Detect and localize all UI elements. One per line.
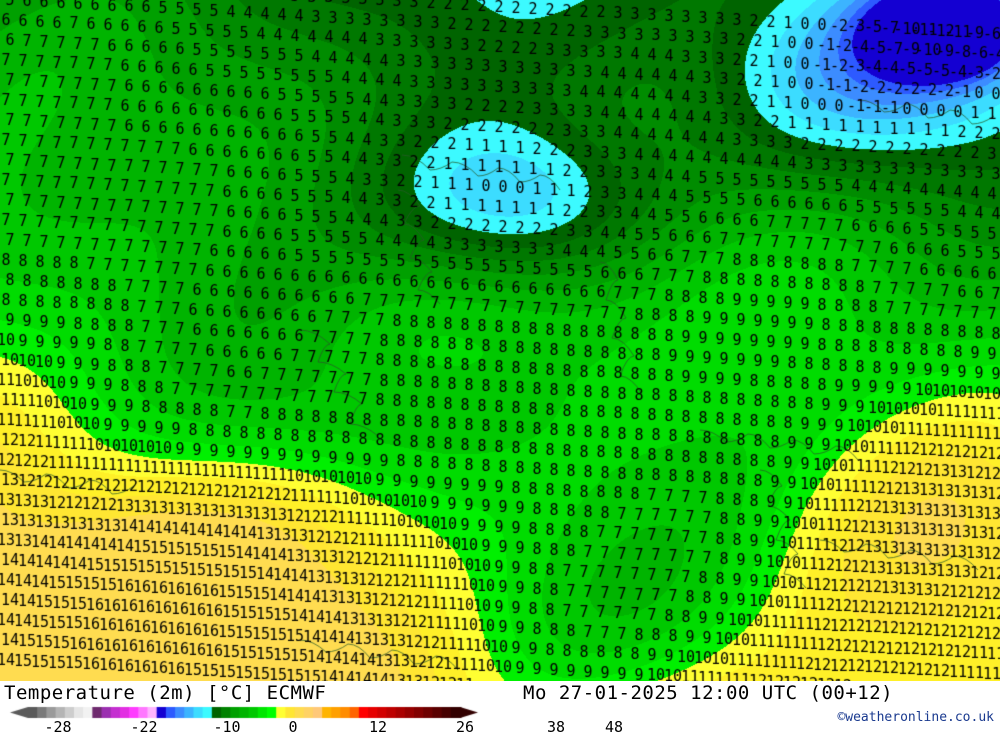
legend-tick-7: 48 [604, 718, 624, 733]
legend-tick-6: 38 [546, 718, 566, 733]
legend-tick-1: -22 [130, 718, 158, 733]
legend-tick-2: -10 [213, 718, 241, 733]
legend-tick-5: 26 [455, 718, 475, 733]
valid-time-stamp: Mo 27-01-2025 12:00 UTC (00+12) [523, 682, 894, 704]
legend-gradient-canvas [0, 705, 500, 719]
legend-tick-labels: -28 -22 -10 0 12 26 38 48 [0, 718, 623, 733]
color-legend: -28 -22 -10 0 12 26 38 48 [0, 705, 623, 733]
temperature-field-canvas[interactable] [0, 0, 1000, 681]
legend-tick-4: 12 [368, 718, 388, 733]
page-title: Temperature (2m) [°C] ECMWF [4, 682, 327, 704]
temperature-map[interactable] [0, 0, 1000, 681]
map-footer: Temperature (2m) [°C] ECMWF Mo 27-01-202… [0, 681, 1000, 733]
legend-tick-3: 0 [288, 718, 298, 733]
copyright-notice: ©weatheronline.co.uk [837, 710, 994, 725]
legend-color-bar [0, 705, 500, 719]
legend-tick-0: -28 [44, 718, 72, 733]
